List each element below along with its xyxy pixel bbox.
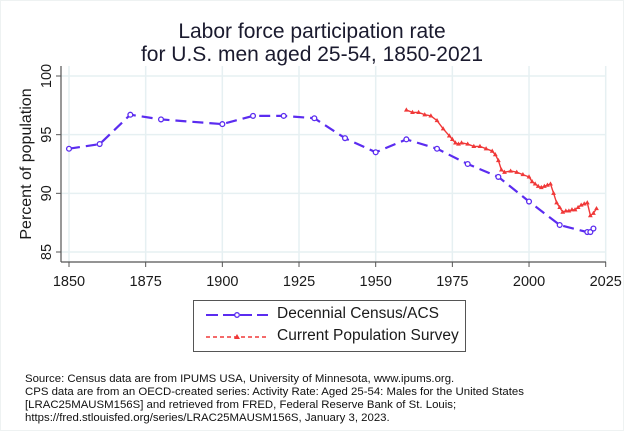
data-point-census (464, 160, 471, 168)
data-point-census (495, 173, 502, 180)
legend-label-cps: Current Population Survey (277, 327, 459, 344)
chart-title-line-2: for U.S. men aged 25-54, 1850-2021 (140, 43, 484, 66)
data-point-census (525, 198, 533, 205)
data-point-cps (532, 181, 538, 186)
data-point-cps (483, 146, 489, 151)
series-current-population-survey (403, 107, 599, 218)
data-point-census (157, 116, 165, 123)
x-tick-label: 1975 (436, 274, 468, 290)
data-point-cps (581, 201, 587, 206)
data-point-census (280, 112, 287, 119)
data-point-cps (566, 208, 572, 213)
data-point-census (65, 145, 73, 152)
series-decennial-census (65, 111, 597, 236)
x-tick-label: 2025 (590, 274, 622, 290)
x-tick-label: 1900 (206, 274, 238, 290)
data-point-cps (551, 190, 556, 195)
y-axis-label: Percent of population (18, 88, 35, 239)
x-tick-label: 1850 (53, 274, 85, 290)
chart-legend: Decennial Census/ACS Current Population … (193, 300, 466, 352)
data-point-cps (584, 200, 590, 205)
source-line-1: Source: Census data are from IPUMS USA, … (25, 373, 455, 385)
gridlines (61, 66, 607, 262)
data-point-cps (545, 182, 550, 187)
data-point-cps (587, 213, 593, 218)
data-point-cps (422, 112, 428, 117)
data-point-census (403, 136, 410, 143)
x-tick-label: 1875 (130, 274, 162, 290)
x-tick-label: 1925 (283, 274, 315, 290)
legend-label-census: Decennial Census/ACS (277, 305, 439, 322)
data-point-cps (410, 109, 415, 114)
data-point-cps (594, 205, 599, 211)
data-point-cps (465, 141, 471, 146)
data-point-cps (575, 204, 581, 210)
data-point-cps (492, 152, 498, 157)
data-point-cps (446, 133, 452, 138)
data-point-cps (502, 169, 507, 174)
data-point-cps (591, 210, 596, 215)
y-tick-label: 100 (39, 64, 55, 88)
data-point-cps (449, 136, 455, 141)
source-line-3: [LRAC25MAUSM156S] and retrieved from FRE… (25, 399, 457, 411)
data-point-census (311, 115, 318, 122)
data-point-cps (434, 117, 440, 123)
data-point-census (127, 111, 134, 118)
data-point-census (341, 135, 349, 142)
data-point-cps (538, 184, 544, 190)
data-point-census (219, 121, 226, 128)
data-point-cps (459, 140, 464, 145)
data-point-cps (416, 109, 422, 114)
chart-title-line-1: Labor force participation rate (178, 20, 446, 43)
data-point-cps (554, 200, 560, 205)
data-point-cps (428, 113, 434, 118)
legend-key-census (206, 312, 268, 318)
legend-item-cps: Current Population Survey (194, 326, 467, 348)
data-point-census (249, 112, 257, 119)
data-point-cps (489, 148, 495, 153)
data-point-cps (548, 181, 553, 186)
legend-key-cps (206, 334, 268, 339)
data-point-cps (495, 157, 501, 163)
data-point-cps (456, 141, 461, 146)
data-point-cps (471, 143, 477, 148)
data-point-cps (453, 140, 458, 145)
legend-item-census: Decennial Census/ACS (194, 304, 467, 326)
data-point-cps (440, 126, 446, 131)
series-line-cps (406, 109, 598, 217)
x-tick-label: 1950 (360, 274, 392, 290)
data-point-cps (477, 143, 483, 148)
source-note: Source: Census data are from IPUMS USA, … (25, 373, 524, 425)
data-point-cps (535, 183, 541, 188)
data-point-cps (541, 183, 547, 188)
data-point-cps (508, 168, 514, 173)
data-point-cps (514, 169, 520, 174)
data-point-cps (569, 207, 575, 212)
data-point-cps (560, 209, 566, 214)
data-point-census (96, 141, 103, 148)
data-point-cps (578, 202, 584, 207)
data-point-cps (529, 179, 535, 184)
data-point-census (433, 145, 441, 152)
data-point-cps (520, 171, 526, 177)
data-point-cps (572, 207, 578, 212)
y-tick-label: 85 (39, 244, 55, 260)
data-point-cps (563, 208, 569, 213)
source-line-4: https://fred.stlouisfed.org/series/LRAC2… (25, 412, 390, 424)
data-point-census (590, 225, 597, 232)
x-tick-label: 2000 (513, 274, 545, 290)
data-point-cps (403, 107, 409, 112)
data-point-cps (557, 204, 563, 210)
data-point-cps (499, 167, 504, 172)
data-point-cps (526, 174, 532, 179)
data-point-census (372, 149, 379, 156)
source-line-2: CPS data are from an OECD-created series… (25, 386, 524, 398)
data-point-census (556, 221, 563, 229)
y-tick-label: 90 (39, 185, 55, 201)
axes: 1850 1875 1900 1925 1950 1975 2000 2025 85 90 95 10… (39, 64, 622, 290)
chart-plot: 1850 1875 1900 1925 1950 1975 2000 2025 85 90 95 10… (18, 64, 622, 290)
y-tick-label: 95 (39, 127, 55, 143)
